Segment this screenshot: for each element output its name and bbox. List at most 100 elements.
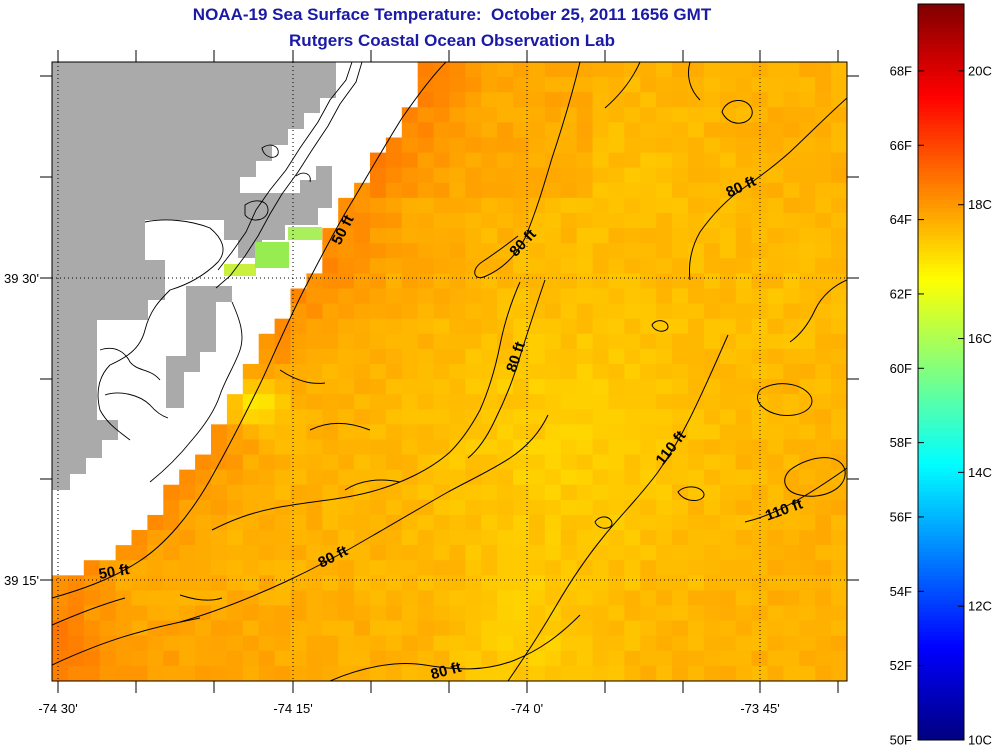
- sst-cell: [401, 363, 419, 380]
- sst-cell: [529, 318, 546, 335]
- sst-cell: [433, 243, 451, 259]
- sst-cell: [624, 635, 641, 652]
- sst-cell: [449, 258, 466, 274]
- sst-cell: [703, 530, 721, 546]
- sst-cell: [815, 273, 832, 290]
- sst-cell: [576, 212, 594, 229]
- sst-cell: [560, 665, 578, 681]
- sst-cell: [481, 650, 498, 667]
- sst-cell: [306, 590, 323, 607]
- colorbar-band: [918, 260, 964, 265]
- sst-cell: [433, 394, 451, 410]
- sst-cell: [529, 379, 546, 395]
- sst-cell: [767, 212, 784, 229]
- longitude-labels: -74 30' -74 15' -74 0' -73 45': [38, 701, 779, 716]
- sst-cell: [640, 650, 657, 667]
- sst-cell: [497, 228, 514, 244]
- sst-cell: [767, 394, 784, 410]
- sst-cell: [624, 303, 641, 320]
- sst-cell: [656, 318, 673, 335]
- sst-cell: [290, 575, 307, 592]
- sst-cell: [831, 62, 847, 78]
- sst-cell: [608, 635, 625, 652]
- colorbar-f-label: 58F: [890, 435, 912, 450]
- contour-line: [179, 414, 549, 623]
- colorbar-band: [918, 720, 964, 725]
- sst-cell: [449, 122, 466, 139]
- colorbar-band: [918, 732, 964, 737]
- sst-cell: [195, 484, 212, 501]
- sst-cell: [211, 560, 228, 576]
- sst-cell: [592, 333, 610, 350]
- sst-cell: [306, 545, 323, 561]
- sst-cell: [529, 137, 546, 154]
- sst-cell: [640, 107, 657, 123]
- sst-cell: [831, 514, 847, 531]
- colorbar-frame: [917, 3, 965, 741]
- sst-cell: [370, 197, 387, 214]
- sst-cell: [719, 77, 737, 93]
- sst-cell: [131, 620, 148, 637]
- land-bay-islands: [224, 166, 332, 258]
- sst-cell: [370, 167, 387, 184]
- sst-cell: [338, 650, 355, 667]
- sst-cell: [783, 197, 800, 214]
- sst-cell: [640, 212, 657, 229]
- sst-cell: [656, 499, 673, 516]
- sst-cell: [544, 575, 562, 592]
- sst-cell: [783, 394, 800, 410]
- sst-cell: [99, 635, 117, 652]
- sst-cell: [497, 77, 514, 93]
- sst-cell: [529, 560, 546, 576]
- colorbar-band: [918, 384, 964, 389]
- colorbar-band: [918, 528, 964, 533]
- sst-cell: [242, 635, 260, 652]
- sst-cell: [481, 152, 498, 169]
- sst-cell: [640, 605, 657, 622]
- sst-cell: [751, 137, 769, 154]
- colorbar-band: [918, 404, 964, 409]
- sst-cell: [560, 107, 578, 123]
- sst-cell: [385, 228, 403, 244]
- sst-cell: [497, 424, 514, 441]
- sst-cell: [751, 303, 769, 320]
- sst-cell: [703, 424, 721, 441]
- sst-cell: [576, 348, 594, 365]
- sst-cell: [481, 469, 498, 486]
- sst-cell: [672, 379, 689, 395]
- sst-cell: [624, 243, 641, 259]
- sst-cell: [560, 122, 578, 139]
- sst-cell: [767, 107, 784, 123]
- sst-cell: [703, 409, 721, 425]
- colorbar-band: [918, 316, 964, 321]
- sst-cell: [783, 545, 800, 561]
- sst-cell: [831, 228, 847, 244]
- sst-cell: [751, 545, 769, 561]
- sst-cell: [656, 620, 673, 637]
- sst-cell: [767, 182, 784, 199]
- sst-cell: [751, 665, 769, 681]
- sst-cell: [799, 635, 816, 652]
- sst-cell: [433, 348, 451, 365]
- sst-cell: [544, 243, 562, 259]
- sst-cell: [83, 605, 101, 622]
- sst-cell: [735, 439, 753, 456]
- sst-cell: [592, 454, 610, 471]
- colorbar-band: [918, 328, 964, 333]
- sst-cell: [354, 212, 371, 229]
- sst-cell: [576, 394, 594, 410]
- sst-cell: [433, 635, 451, 652]
- sst-cell: [735, 650, 753, 667]
- sst-cell: [751, 620, 769, 637]
- sst-cell: [672, 665, 689, 681]
- contour-line: [507, 334, 729, 681]
- sst-cell: [560, 590, 578, 607]
- sst-cell: [608, 363, 625, 380]
- sst-cell: [703, 167, 721, 184]
- sst-cell: [783, 243, 800, 259]
- sst-cell: [544, 182, 562, 199]
- sst-cell: [131, 575, 148, 592]
- colorbar-band: [918, 460, 964, 465]
- sst-cell: [799, 212, 816, 229]
- sst-cell: [99, 560, 117, 576]
